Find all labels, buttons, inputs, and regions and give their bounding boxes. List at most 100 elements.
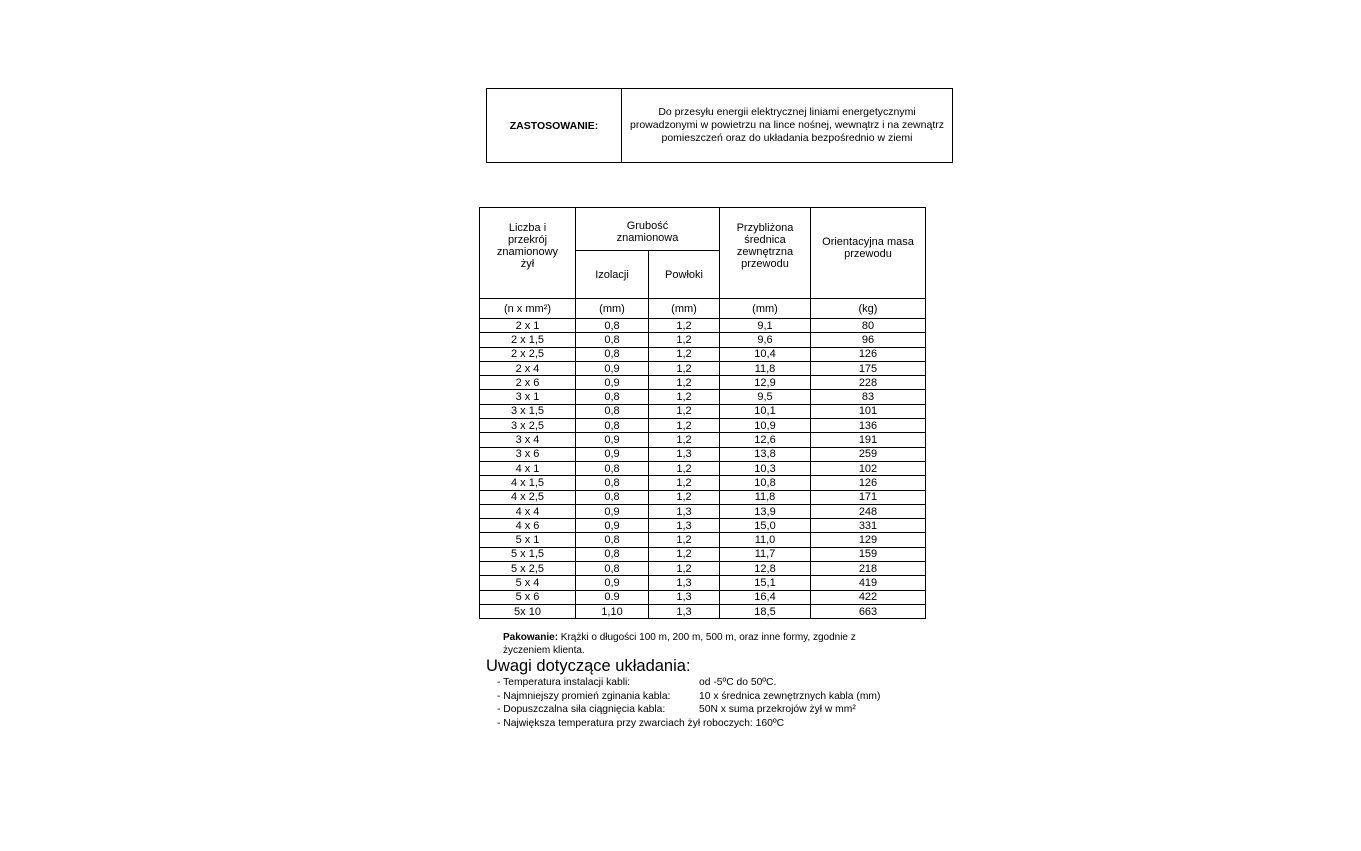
table-cell: 218 [810, 561, 926, 577]
table-cell: 2 x 1,5 [479, 332, 576, 348]
table-cell: 1,2 [648, 432, 720, 448]
table-cell: 5 x 4 [479, 575, 576, 591]
table-cell: 12,9 [719, 375, 811, 391]
table-cell: 3 x 4 [479, 432, 576, 448]
table-row: 5 x 1 0,8 1,2 11,0 129 [479, 532, 926, 548]
table-cell: 1,3 [648, 503, 720, 520]
table-cell: 0,9 [575, 446, 649, 462]
table-cell: 2 x 1 [479, 317, 576, 334]
table-cell: 2 x 2,5 [479, 346, 576, 362]
table-cell: 1,2 [648, 489, 720, 505]
table-row: 3 x 4 0,9 1,2 12,6 191 [479, 432, 926, 448]
table-cell: 1,2 [648, 546, 720, 563]
table-cell: 1,3 [648, 446, 720, 462]
table-cell: 1,2 [648, 346, 720, 362]
table-cell: 1,2 [648, 403, 720, 420]
table-cell: 15,1 [719, 575, 811, 591]
table-row: 2 x 6 0,9 1,2 12,9 228 [479, 375, 926, 391]
table-cell: 1,2 [648, 389, 720, 405]
table-row: 3 x 1 0,8 1,2 9,5 83 [479, 389, 926, 405]
table-row: 5 x 6 0.9 1,3 16,4 422 [479, 589, 926, 605]
table-cell: 1,3 [648, 518, 720, 534]
remark-value: 10 x średnica zewnętrznych kabla (mm) [699, 690, 881, 702]
remark-key: - Najmniejszy promień zginania kabla: [497, 690, 671, 702]
table-cell: 175 [810, 360, 926, 377]
table-cell: 0,8 [575, 418, 649, 434]
table-row: 5 x 2,5 0,8 1,2 12,8 218 [479, 561, 926, 577]
header-diameter: Przybliżona średnica zewnętrzna przewodu [719, 207, 811, 299]
table-cell: 0,9 [575, 360, 649, 377]
table-cell: 10,4 [719, 346, 811, 362]
table-cell: 171 [810, 489, 926, 505]
table-row: 4 x 2,5 0,8 1,2 11,8 171 [479, 489, 926, 505]
table-cell: 0,9 [575, 375, 649, 391]
header-mass: Orientacyjna masa przewodu [810, 207, 926, 299]
table-cell: 419 [810, 575, 926, 591]
table-row: 2 x 2,5 0,8 1,2 10,4 126 [479, 346, 926, 362]
remarks-title: Uwagi dotyczące układania: [486, 657, 691, 675]
remark-value: 50N x suma przekrojów żył w mm² [699, 704, 856, 715]
remark-value: od -5ºC do 50ºC. [699, 677, 777, 688]
header-size: Liczba i przekrój znamionowy żył [479, 207, 576, 299]
table-cell: 0,9 [575, 575, 649, 591]
table-cell: 4 x 6 [479, 518, 576, 534]
table-cell: 1,3 [648, 589, 720, 605]
table-cell: 83 [810, 389, 926, 405]
table-cell: 5 x 1,5 [479, 546, 576, 563]
table-cell: 5 x 1 [479, 532, 576, 548]
remark-item: - Najmniejszy promień zginania kabla: 10 … [497, 690, 880, 704]
table-cell: 136 [810, 418, 926, 434]
table-cell: 2 x 6 [479, 375, 576, 391]
remark-item: - Dopuszczalna siła ciągnięcia kabla: 50N… [497, 703, 880, 717]
application-box: ZASTOSOWANIE: Do przesyłu energii elektr… [486, 88, 953, 163]
table-cell: 4 x 1 [479, 460, 576, 477]
table-cell: 228 [810, 375, 926, 391]
table-row: 2 x 1,5 0,8 1,2 9,6 96 [479, 332, 926, 348]
table-cell: 0,8 [575, 389, 649, 405]
table-cell: 129 [810, 532, 926, 548]
table-cell: 0,9 [575, 518, 649, 534]
table-cell: 1,10 [575, 603, 649, 620]
remark-item: - Największa temperatura przy zwarciach … [497, 717, 880, 731]
table-cell: 11,7 [719, 546, 811, 563]
table-row: 4 x 6 0,9 1,3 15,0 331 [479, 518, 926, 534]
table-cell: 0,8 [575, 475, 649, 491]
table-cell: 15,0 [719, 518, 811, 534]
table-cell: 0,8 [575, 561, 649, 577]
table-cell: 126 [810, 475, 926, 491]
table-cell: 0,8 [575, 346, 649, 362]
table-cell: 4 x 2,5 [479, 489, 576, 505]
table-cell: 3 x 1,5 [479, 403, 576, 420]
table-cell: 1,2 [648, 332, 720, 348]
table-cell: 3 x 2,5 [479, 418, 576, 434]
table-cell: 0,8 [575, 489, 649, 505]
table-cell: 1,2 [648, 561, 720, 577]
remark-key: - Temperatura instalacji kabli: [497, 677, 631, 688]
table-cell: 1,2 [648, 532, 720, 548]
table-cell: 0,8 [575, 546, 649, 563]
table-cell: 0,8 [575, 403, 649, 420]
header-insulation: Izolacji [575, 250, 649, 299]
table-cell: 248 [810, 503, 926, 520]
table-cell: 1,2 [648, 317, 720, 334]
table-cell: 102 [810, 460, 926, 477]
table-cell: 13,9 [719, 503, 811, 520]
table-row: 3 x 2,5 0,8 1,2 10,9 136 [479, 418, 926, 434]
table-cell: 0,8 [575, 332, 649, 348]
table-cell: 0.9 [575, 589, 649, 605]
table-cell: 0,9 [575, 503, 649, 520]
table-cell: 5x 10 [479, 603, 576, 620]
table-row: 5 x 1,5 0,8 1,2 11,7 159 [479, 546, 926, 563]
remark-key: - Dopuszczalna siła ciągnięcia kabla: [497, 704, 666, 715]
table-cell: 10,3 [719, 460, 811, 477]
table-cell: 13,8 [719, 446, 811, 462]
table-cell: 422 [810, 589, 926, 605]
table-cell: 126 [810, 346, 926, 362]
packaging-note: Pakowanie: Krążki o długości 100 m, 200 … [503, 632, 856, 656]
table-cell: 10,1 [719, 403, 811, 420]
table-cell: 101 [810, 403, 926, 420]
table-cell: 5 x 6 [479, 589, 576, 605]
table-row: 2 x 1 0,8 1,2 9,1 80 [479, 317, 926, 334]
table-cell: 3 x 1 [479, 389, 576, 405]
table-cell: 1,2 [648, 475, 720, 491]
